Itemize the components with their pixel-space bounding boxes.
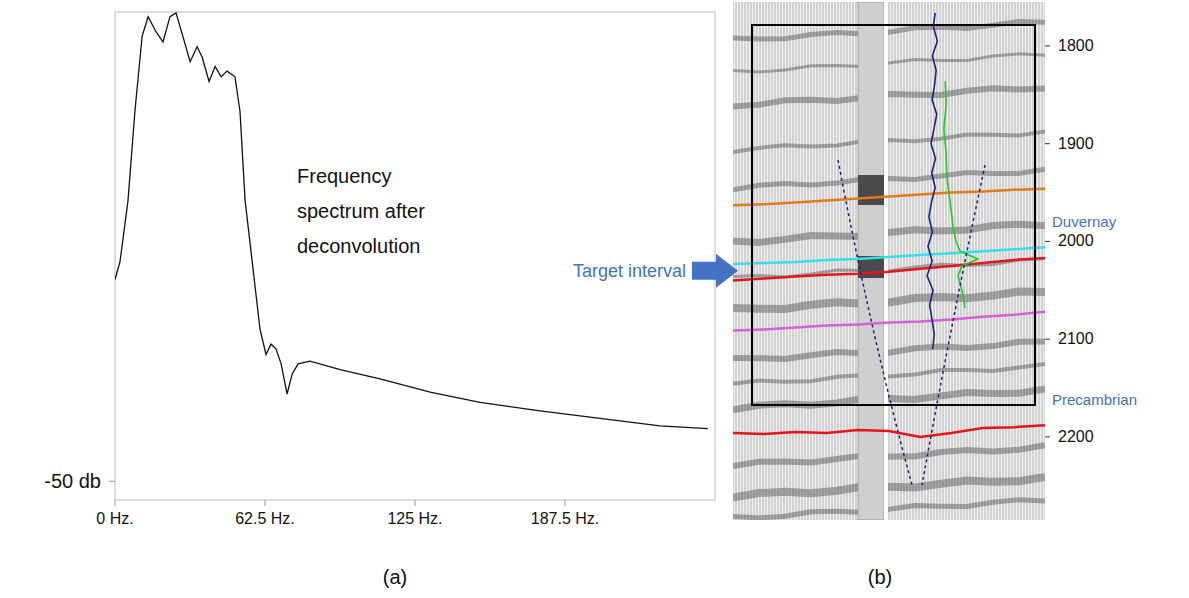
well-path	[838, 160, 912, 485]
reflector-band	[733, 389, 1045, 410]
horizon-label: Duvernay	[1052, 213, 1117, 230]
plot-area	[115, 13, 708, 429]
reflector-band	[733, 477, 1045, 498]
y-tick	[1045, 436, 1050, 437]
x-tick-label: 187.5 Hz.	[531, 510, 599, 527]
x-tick	[415, 500, 416, 506]
y-tick-label: 1900	[1058, 135, 1094, 152]
well-log	[927, 13, 937, 349]
y-tick	[1045, 339, 1050, 340]
reflector-band	[733, 364, 1045, 384]
target-label: Target interval	[573, 261, 686, 281]
horizon	[733, 425, 1045, 437]
x-tick	[265, 500, 266, 506]
annotation: Frequency spectrum after deconvolution	[297, 165, 425, 257]
seismic-traces	[733, 2, 1045, 520]
x-tick	[115, 500, 116, 506]
x-tick-label: 0 Hz.	[96, 510, 133, 527]
y-tick	[1045, 143, 1050, 144]
x-tick	[565, 500, 566, 506]
seismic-ground	[733, 2, 1045, 520]
annotation-line: Frequency	[297, 165, 392, 187]
annotation-line: spectrum after	[297, 200, 425, 222]
y-tick-label: 2200	[1058, 428, 1094, 445]
seismic-background	[733, 2, 1045, 520]
horizon	[733, 258, 1045, 280]
synthetic-event	[858, 175, 884, 205]
reflector-band	[733, 292, 1045, 309]
x-tick-label: 62.5 Hz.	[235, 510, 295, 527]
plot-frame	[115, 12, 715, 500]
y-tick	[1045, 241, 1050, 242]
y-tick-label: 2100	[1058, 330, 1094, 347]
synthetic-strip	[858, 2, 884, 520]
target-arrow	[692, 254, 738, 288]
analysis-window	[752, 25, 1035, 405]
reflector-band	[733, 224, 1045, 242]
well-log	[944, 81, 978, 308]
annotation-line: deconvolution	[297, 235, 420, 257]
reflector-band	[733, 500, 1045, 518]
well-path	[922, 165, 985, 485]
horizon-label: Precambrian	[1052, 391, 1137, 408]
horizon	[733, 189, 1045, 206]
reflector-band	[733, 169, 1045, 190]
reflector-band	[733, 88, 1045, 106]
synthetic-gap	[884, 2, 888, 520]
panel-label: (a)	[383, 566, 407, 588]
x-tick-label: 125 Hz.	[387, 510, 442, 527]
reflector-band	[733, 132, 1045, 152]
figure: 0 Hz. 62.5 Hz. 125 Hz. 187.5 Hz. -50 db Frequ…	[0, 0, 1189, 598]
y-tick-label: 2000	[1058, 232, 1094, 249]
reflector-band	[733, 445, 1045, 466]
section-data	[733, 13, 1045, 485]
reflector-band	[733, 341, 1045, 359]
reflector-band	[733, 54, 1045, 72]
spectrum-line	[115, 13, 708, 429]
y-tick-label: -50 db	[44, 470, 101, 492]
y-tick	[109, 481, 115, 482]
panel-label: (b)	[868, 566, 892, 588]
y-tick-label: 1800	[1058, 37, 1094, 54]
horizon	[733, 312, 1045, 331]
y-tick	[1045, 45, 1050, 46]
